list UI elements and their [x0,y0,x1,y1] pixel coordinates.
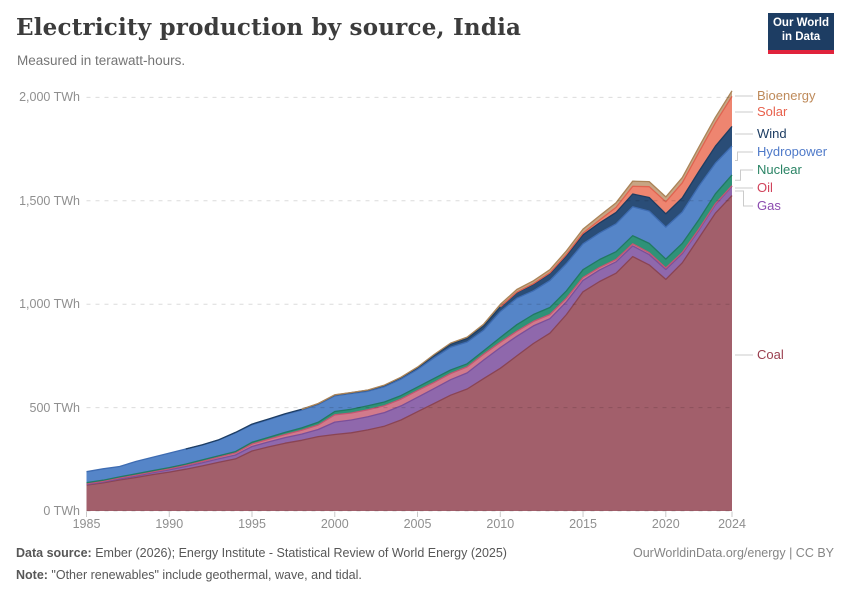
x-axis-label: 2000 [320,517,349,531]
x-axis-label: 1990 [155,517,184,531]
legend-label-nuclear[interactable]: Nuclear [757,162,802,177]
legend-label-bioenergy[interactable]: Bioenergy [757,88,816,103]
x-axis-label: 2015 [569,517,597,531]
x-axis-label: 2024 [718,517,746,531]
owid-logo[interactable]: Our World in Data [768,13,834,54]
legend-label-gas[interactable]: Gas [757,198,781,213]
y-axis-label: 1,000 TWh [19,297,80,312]
legend-label-wind[interactable]: Wind [757,126,787,141]
legend-label-solar[interactable]: Solar [757,104,788,119]
x-axis-label: 1995 [238,517,266,531]
page-title: Electricity production by source, India [16,14,522,41]
series-outline-coal [86,195,733,486]
chart-subtitle: Measured in terawatt-hours. [17,53,186,68]
data-source-label: Data source: [16,546,92,560]
data-source-text: Ember (2026); Energy Institute - Statist… [91,546,507,560]
series-outline-gas [86,185,733,486]
series-outline-solar [499,96,733,308]
x-axis-label: 2005 [403,517,432,531]
y-axis-label: 500 TWh [29,400,81,415]
series-outline-oil [86,185,733,485]
legend-connector [735,151,753,161]
note-label: Note: [16,568,48,582]
data-source-line: Data source: Ember (2026); Energy Instit… [16,546,507,560]
series-outline-bioenergy [301,90,733,410]
legend-connector [735,169,753,181]
legend-label-coal[interactable]: Coal [757,347,784,362]
series-outline-nuclear [86,174,733,484]
x-axis-label: 2010 [486,517,515,531]
y-axis-label: 0 TWh [43,504,80,518]
x-axis-label: 2020 [651,517,680,531]
attribution-link[interactable]: OurWorldinData.org/energy | CC BY [632,546,834,560]
legend-connector [735,190,753,207]
series-outline-wind [185,125,733,450]
owid-logo-line2: in Data [781,31,821,43]
owid-logo-line1: Our World [772,17,829,29]
legend-label-oil[interactable]: Oil [757,180,773,195]
y-axis-label: 1,500 TWh [19,193,80,208]
note-line: Note: "Other renewables" include geother… [16,568,362,582]
x-axis-label: 1985 [72,517,101,531]
legend-label-hydropower[interactable]: Hydropower [757,144,828,159]
area-series-coal[interactable] [86,195,733,511]
y-axis-label: 2,000 TWh [19,90,80,105]
note-text: "Other renewables" include geothermal, w… [47,568,362,582]
